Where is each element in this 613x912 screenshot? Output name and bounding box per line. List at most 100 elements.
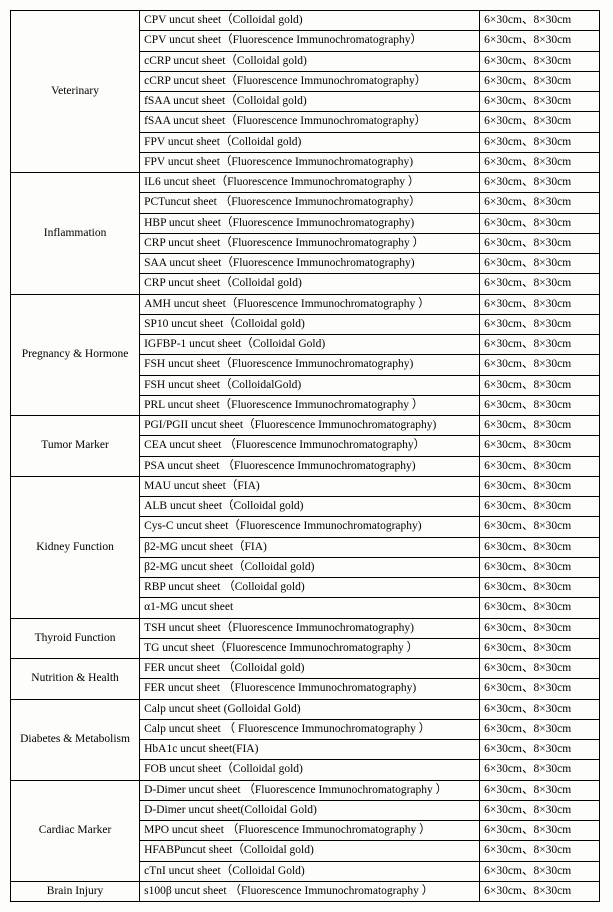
size-cell: 6×30cm、8×30cm (480, 476, 600, 496)
product-cell: HBP uncut sheet（Fluorescence Immunochrom… (140, 213, 480, 233)
category-cell: Kidney Function (11, 476, 140, 618)
product-cell: PGI/PGII uncut sheet（Fluorescence Immuno… (140, 416, 480, 436)
product-cell: β2-MG uncut sheet（Colloidal gold) (140, 557, 480, 577)
size-cell: 6×30cm、8×30cm (480, 699, 600, 719)
category-cell: Inflammation (11, 173, 140, 295)
product-cell: D-Dimer uncut sheet(Colloidal Gold) (140, 800, 480, 820)
category-cell: Nutrition & Health (11, 659, 140, 700)
product-cell: FER uncut sheet （Colloidal gold) (140, 659, 480, 679)
product-cell: Cys-C uncut sheet（Fluorescence Immunochr… (140, 517, 480, 537)
product-cell: CRP uncut sheet（Fluorescence Immunochrom… (140, 233, 480, 253)
category-cell: Brain Injury (11, 881, 140, 901)
size-cell: 6×30cm、8×30cm (480, 132, 600, 152)
size-cell: 6×30cm、8×30cm (480, 213, 600, 233)
size-cell: 6×30cm、8×30cm (480, 598, 600, 618)
size-cell: 6×30cm、8×30cm (480, 152, 600, 172)
size-cell: 6×30cm、8×30cm (480, 497, 600, 517)
size-cell: 6×30cm、8×30cm (480, 294, 600, 314)
product-cell: D-Dimer uncut sheet （Fluorescence Immuno… (140, 780, 480, 800)
size-cell: 6×30cm、8×30cm (480, 274, 600, 294)
product-cell: IL6 uncut sheet（Fluorescence Immunochrom… (140, 173, 480, 193)
size-cell: 6×30cm、8×30cm (480, 780, 600, 800)
product-cell: CRP uncut sheet（Colloidal gold) (140, 274, 480, 294)
table-row: Nutrition & HealthFER uncut sheet （Collo… (11, 659, 600, 679)
product-cell: TG uncut sheet（Fluorescence Immunochroma… (140, 638, 480, 658)
product-cell: TSH uncut sheet（Fluorescence Immunochrom… (140, 618, 480, 638)
product-cell: CPV uncut sheet（Fluorescence Immunochrom… (140, 31, 480, 51)
size-cell: 6×30cm、8×30cm (480, 557, 600, 577)
size-cell: 6×30cm、8×30cm (480, 314, 600, 334)
size-cell: 6×30cm、8×30cm (480, 416, 600, 436)
size-cell: 6×30cm、8×30cm (480, 537, 600, 557)
size-cell: 6×30cm、8×30cm (480, 51, 600, 71)
size-cell: 6×30cm、8×30cm (480, 11, 600, 31)
size-cell: 6×30cm、8×30cm (480, 335, 600, 355)
size-cell: 6×30cm、8×30cm (480, 517, 600, 537)
product-cell: cCRP uncut sheet（Colloidal gold) (140, 51, 480, 71)
product-cell: IGFBP-1 uncut sheet（Colloidal Gold) (140, 335, 480, 355)
size-cell: 6×30cm、8×30cm (480, 760, 600, 780)
product-cell: Calp uncut sheet （ Fluorescence Immunoch… (140, 719, 480, 739)
table-row: Thyroid FunctionTSH uncut sheet（Fluoresc… (11, 618, 600, 638)
product-cell: MAU uncut sheet（FIA) (140, 476, 480, 496)
product-cell: FSH uncut sheet（Fluorescence Immunochrom… (140, 355, 480, 375)
category-cell: Thyroid Function (11, 618, 140, 659)
size-cell: 6×30cm、8×30cm (480, 31, 600, 51)
product-cell: FER uncut sheet （Fluorescence Immunochro… (140, 679, 480, 699)
product-cell: s100β uncut sheet （Fluorescence Immunoch… (140, 881, 480, 901)
size-cell: 6×30cm、8×30cm (480, 821, 600, 841)
product-cell: RBP uncut sheet （Colloidal gold) (140, 578, 480, 598)
product-cell: HFABPuncut sheet（Colloidal gold) (140, 841, 480, 861)
product-cell: fSAA uncut sheet（Colloidal gold) (140, 92, 480, 112)
table-row: VeterinaryCPV uncut sheet（Colloidal gold… (11, 11, 600, 31)
product-cell: MPO uncut sheet （Fluorescence Immunochro… (140, 821, 480, 841)
table-row: Tumor MarkerPGI/PGII uncut sheet（Fluores… (11, 416, 600, 436)
product-cell: FOB uncut sheet（Colloidal gold) (140, 760, 480, 780)
category-cell: Diabetes & Metabolism (11, 699, 140, 780)
product-cell: SP10 uncut sheet（Colloidal gold) (140, 314, 480, 334)
size-cell: 6×30cm、8×30cm (480, 193, 600, 213)
size-cell: 6×30cm、8×30cm (480, 740, 600, 760)
product-cell: Calp uncut sheet (Golloidal Gold) (140, 699, 480, 719)
size-cell: 6×30cm、8×30cm (480, 254, 600, 274)
product-cell: FPV uncut sheet（Fluorescence Immunochrom… (140, 152, 480, 172)
product-cell: AMH uncut sheet（Fluorescence Immunochrom… (140, 294, 480, 314)
size-cell: 6×30cm、8×30cm (480, 92, 600, 112)
size-cell: 6×30cm、8×30cm (480, 618, 600, 638)
product-cell: CPV uncut sheet（Colloidal gold) (140, 11, 480, 31)
size-cell: 6×30cm、8×30cm (480, 355, 600, 375)
product-cell: FPV uncut sheet（Colloidal gold) (140, 132, 480, 152)
size-cell: 6×30cm、8×30cm (480, 456, 600, 476)
category-cell: Veterinary (11, 11, 140, 173)
product-cell: PCTuncut sheet （Fluorescence Immunochrom… (140, 193, 480, 213)
table-row: Kidney FunctionMAU uncut sheet（FIA)6×30c… (11, 476, 600, 496)
size-cell: 6×30cm、8×30cm (480, 719, 600, 739)
size-cell: 6×30cm、8×30cm (480, 173, 600, 193)
product-cell: SAA uncut sheet（Fluorescence Immunochrom… (140, 254, 480, 274)
size-cell: 6×30cm、8×30cm (480, 638, 600, 658)
product-cell: ALB uncut sheet（Colloidal gold) (140, 497, 480, 517)
product-cell: PSA uncut sheet （Fluorescence Immunochro… (140, 456, 480, 476)
product-cell: cTnI uncut sheet（Colloidal Gold) (140, 861, 480, 881)
size-cell: 6×30cm、8×30cm (480, 375, 600, 395)
product-cell: fSAA uncut sheet（Fluorescence Immunochro… (140, 112, 480, 132)
table-row: Pregnancy & HormoneAMH uncut sheet（Fluor… (11, 294, 600, 314)
category-cell: Cardiac Marker (11, 780, 140, 881)
category-cell: Pregnancy & Hormone (11, 294, 140, 416)
product-table: VeterinaryCPV uncut sheet（Colloidal gold… (10, 10, 600, 902)
size-cell: 6×30cm、8×30cm (480, 436, 600, 456)
table-row: Brain Injurys100β uncut sheet （Fluoresce… (11, 881, 600, 901)
size-cell: 6×30cm、8×30cm (480, 861, 600, 881)
size-cell: 6×30cm、8×30cm (480, 112, 600, 132)
product-cell: PRL uncut sheet（Fluorescence Immunochrom… (140, 395, 480, 415)
size-cell: 6×30cm、8×30cm (480, 800, 600, 820)
table-row: InflammationIL6 uncut sheet（Fluorescence… (11, 173, 600, 193)
size-cell: 6×30cm、8×30cm (480, 659, 600, 679)
product-cell: HbA1c uncut sheet(FIA) (140, 740, 480, 760)
table-row: Diabetes & MetabolismCalp uncut sheet (G… (11, 699, 600, 719)
product-cell: CEA uncut sheet （Fluorescence Immunochro… (140, 436, 480, 456)
size-cell: 6×30cm、8×30cm (480, 841, 600, 861)
size-cell: 6×30cm、8×30cm (480, 578, 600, 598)
product-cell: cCRP uncut sheet（Fluorescence Immunochro… (140, 71, 480, 91)
product-cell: α1-MG uncut sheet (140, 598, 480, 618)
